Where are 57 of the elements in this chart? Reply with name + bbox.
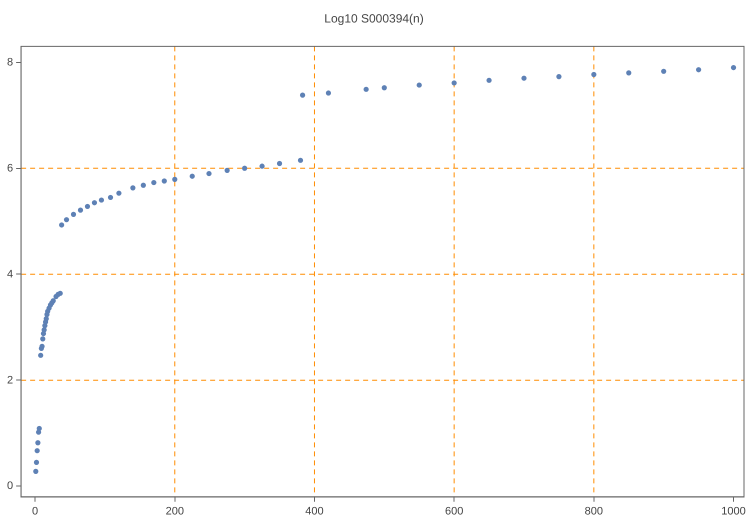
point — [452, 80, 457, 86]
point — [98, 197, 104, 203]
point — [486, 78, 492, 83]
point — [190, 174, 195, 179]
point — [300, 92, 306, 98]
point — [591, 72, 596, 78]
point — [416, 82, 422, 88]
point — [661, 68, 666, 74]
point — [151, 180, 156, 186]
point — [206, 170, 212, 176]
point — [40, 336, 46, 342]
point — [59, 222, 64, 228]
point — [116, 190, 122, 196]
point — [34, 448, 40, 454]
point — [108, 194, 114, 200]
point — [84, 204, 90, 210]
point — [34, 460, 40, 465]
y-tick-label: 8 — [6, 56, 14, 68]
x-tick-label: 800 — [584, 505, 604, 518]
point — [162, 178, 167, 184]
point — [521, 76, 527, 81]
x-tick-label: 0 — [32, 505, 38, 518]
point — [326, 90, 332, 96]
x-tick-label: 400 — [305, 505, 324, 518]
y-tick-label: 6 — [6, 162, 14, 174]
point — [36, 426, 42, 432]
point — [130, 185, 136, 190]
point — [38, 352, 44, 358]
point — [382, 85, 387, 90]
point — [44, 316, 49, 322]
chart-title: Log10 S000394(n) — [324, 12, 424, 26]
point — [33, 468, 38, 474]
point — [39, 344, 45, 349]
point — [364, 86, 369, 92]
x-tick-label: 1000 — [721, 505, 746, 518]
point — [696, 67, 702, 72]
point — [78, 208, 84, 213]
point — [730, 64, 736, 70]
point — [224, 168, 230, 173]
point — [626, 70, 632, 76]
point — [92, 200, 98, 206]
point — [140, 182, 146, 188]
y-tick-label: 2 — [6, 374, 14, 386]
point — [298, 158, 304, 163]
y-tick-label: 0 — [6, 480, 14, 492]
point — [42, 327, 47, 332]
x-tick-label: 600 — [444, 505, 464, 518]
point — [276, 160, 282, 166]
point — [35, 440, 40, 446]
x-tick-label: 200 — [166, 505, 184, 518]
point — [64, 217, 70, 222]
point — [70, 212, 76, 217]
point — [259, 164, 265, 169]
point — [172, 176, 178, 182]
point — [242, 166, 248, 171]
y-tick-label: 4 — [6, 268, 14, 280]
point — [556, 74, 562, 80]
